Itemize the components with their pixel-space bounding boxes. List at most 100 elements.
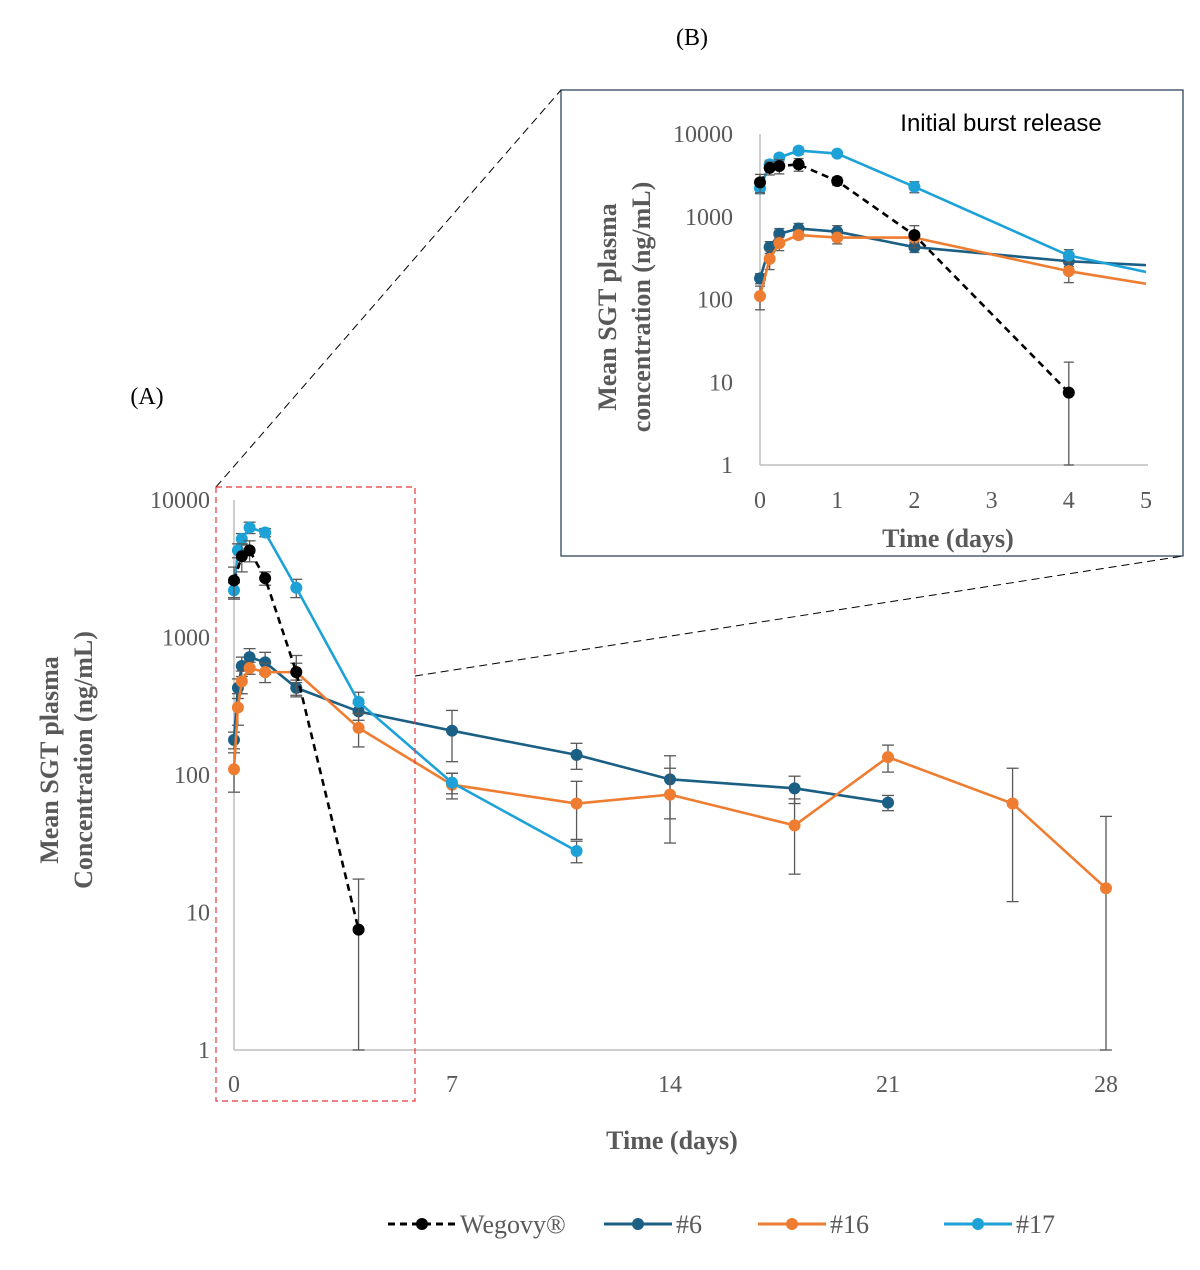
- data-point-f16: [1062, 265, 1075, 278]
- data-point-wegovy: [352, 923, 365, 936]
- main-x-ticks: 0 7 14 21 28: [228, 1072, 1118, 1098]
- inset-y-axis-title-line1: Mean SGT plasma: [593, 203, 622, 411]
- data-point-f16: [754, 290, 766, 303]
- data-point-f16: [788, 819, 801, 832]
- data-point-wegovy: [243, 544, 256, 557]
- data-point-f17: [792, 144, 805, 157]
- data-point-wegovy: [908, 229, 921, 242]
- series-f6: [228, 647, 894, 820]
- main-x-axis-title: Time (days): [606, 1126, 738, 1155]
- data-point-f6: [259, 656, 272, 669]
- main-y-axis-title-line1: Mean SGT plasma: [35, 656, 64, 864]
- data-point-f16: [243, 662, 256, 675]
- inset-x-axis-title: Time (days): [882, 524, 1014, 553]
- x-tick-label: 7: [446, 1072, 458, 1098]
- data-point-wegovy: [754, 176, 766, 189]
- data-point-wegovy: [290, 666, 303, 679]
- inset-y-axis-title-line2: concentration (ng/mL): [627, 182, 656, 433]
- legend-item-wegovy: Wegovy®: [388, 1210, 566, 1239]
- data-point-f6: [243, 651, 256, 664]
- main-series: [228, 521, 1112, 1051]
- data-point-f16: [763, 252, 776, 265]
- x-tick-label: 0: [754, 488, 766, 514]
- data-point-f17: [259, 526, 272, 539]
- data-point-f16: [231, 701, 244, 714]
- series-wegovy: [228, 540, 365, 1051]
- data-point-f16: [792, 229, 805, 242]
- data-point-wegovy: [228, 574, 240, 587]
- data-point-f17: [446, 776, 458, 789]
- data-point-f17: [1062, 249, 1075, 262]
- legend-label: #6: [676, 1210, 702, 1239]
- x-tick-label: 3: [986, 488, 998, 514]
- data-point-f16: [664, 788, 676, 801]
- main-y-ticks: 1 10 100 1000 10000: [150, 488, 210, 1064]
- zoom-connector-bottom: [414, 555, 1184, 677]
- series-f17: [228, 521, 583, 864]
- y-tick-label: 1: [721, 453, 733, 479]
- data-point-f16: [831, 231, 844, 244]
- x-tick-label: 5: [1140, 488, 1152, 514]
- legend-swatch-marker: [786, 1218, 798, 1230]
- data-point-f17: [570, 845, 583, 858]
- inset-x-ticks: 0 1 2 3 4 5: [754, 488, 1152, 514]
- data-point-f16: [352, 721, 365, 734]
- legend: Wegovy® #6 #16 #17: [388, 1210, 1055, 1239]
- data-point-f17: [908, 180, 921, 193]
- data-point-f17: [243, 521, 256, 534]
- legend-item-f16: #16: [758, 1210, 869, 1239]
- series-line-f6: [232, 655, 889, 804]
- x-tick-label: 28: [1094, 1072, 1118, 1098]
- inset-y-ticks: 1 10 100 1000 10000: [673, 122, 733, 479]
- zoom-region-box: [215, 486, 416, 1102]
- data-point-f17: [831, 147, 844, 160]
- data-point-f16: [1100, 882, 1112, 895]
- data-point-f16: [773, 237, 786, 250]
- data-point-f16: [882, 751, 894, 764]
- data-point-wegovy: [259, 572, 272, 585]
- data-point-f16: [259, 666, 272, 679]
- x-tick-label: 14: [658, 1072, 682, 1098]
- legend-label: #16: [830, 1210, 869, 1239]
- data-point-f17: [352, 695, 365, 708]
- data-point-f16: [570, 797, 583, 810]
- data-point-f16: [228, 763, 240, 776]
- main-y-axis-title-line2: Concentration (ng/mL): [69, 631, 98, 889]
- data-point-f6: [882, 796, 894, 809]
- inset-annotation: Initial burst release: [900, 110, 1101, 137]
- series-line-wegovy: [232, 549, 360, 930]
- legend-label: #17: [1016, 1210, 1055, 1239]
- legend-swatch-marker: [972, 1218, 984, 1230]
- y-tick-label: 100: [697, 288, 733, 314]
- zoom-connector-top: [215, 89, 562, 488]
- legend-item-f17: #17: [944, 1210, 1055, 1239]
- inset-series: [754, 144, 1147, 466]
- series-line-f17: [232, 526, 578, 853]
- y-tick-label: 100: [174, 763, 210, 789]
- data-point-wegovy: [773, 160, 786, 173]
- data-point-f6: [446, 724, 458, 737]
- x-tick-label: 4: [1063, 488, 1075, 514]
- panel-a-label: (A): [130, 384, 163, 410]
- legend-swatch-marker: [632, 1218, 644, 1230]
- data-point-f6: [570, 748, 583, 761]
- x-tick-label: 0: [228, 1072, 240, 1098]
- data-point-wegovy: [792, 158, 805, 171]
- y-tick-label: 1000: [162, 626, 210, 652]
- data-point-f6: [788, 782, 801, 795]
- data-point-f6: [228, 733, 240, 746]
- data-point-f17: [235, 533, 248, 546]
- y-tick-label: 10: [186, 901, 210, 927]
- y-tick-label: 10000: [673, 122, 733, 148]
- panel-b-label: (B): [676, 25, 708, 51]
- data-point-wegovy: [831, 175, 844, 188]
- series-wegovy: [754, 157, 1075, 466]
- y-tick-label: 10000: [150, 488, 210, 514]
- data-point-f17: [773, 151, 786, 164]
- y-tick-label: 1000: [685, 205, 733, 231]
- data-point-f16: [1006, 797, 1019, 810]
- y-tick-label: 10: [709, 370, 733, 396]
- data-point-f16: [235, 675, 248, 688]
